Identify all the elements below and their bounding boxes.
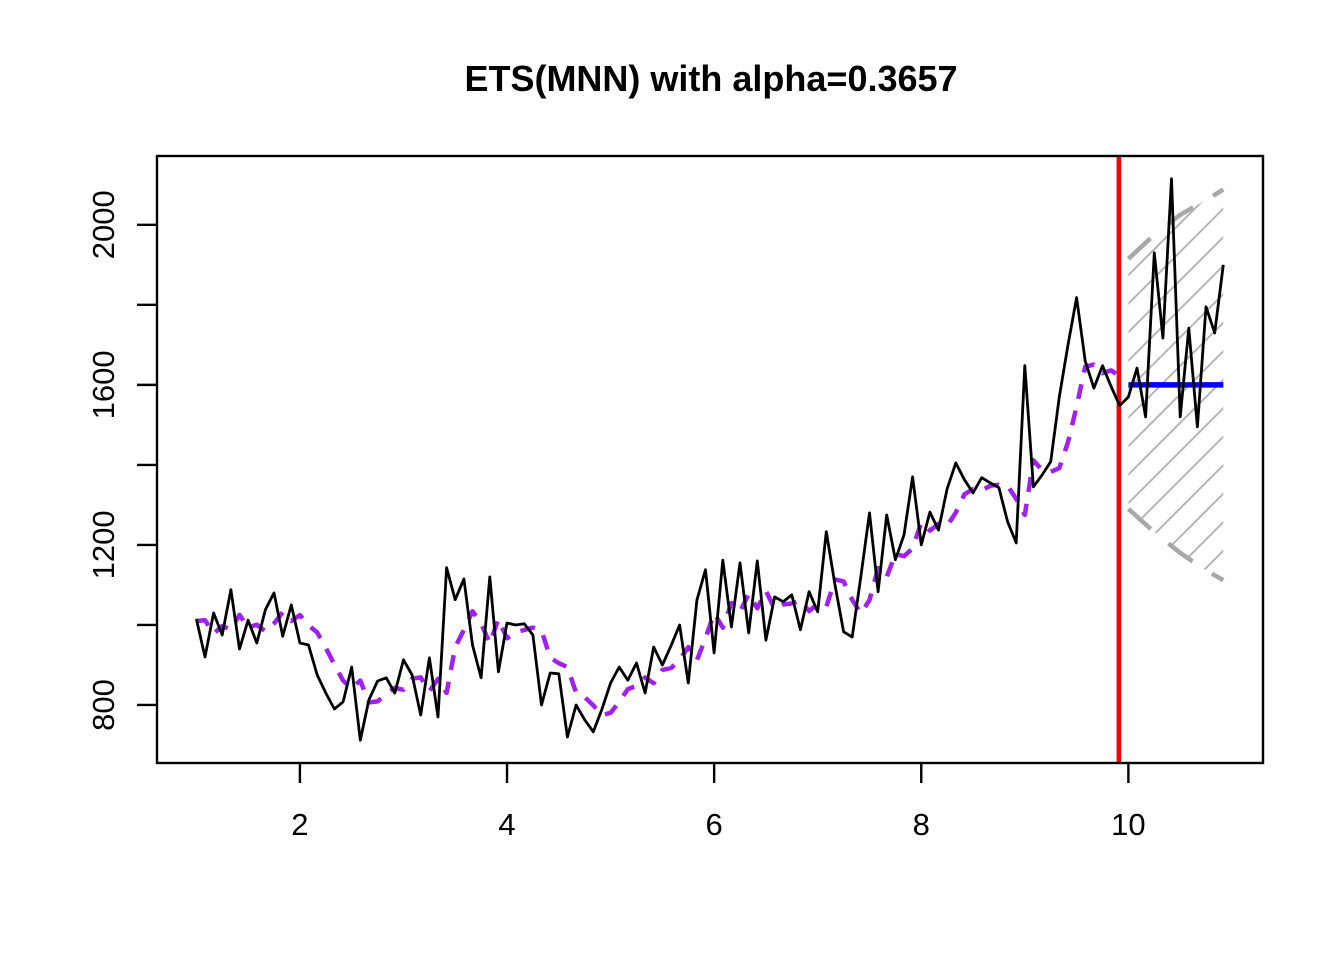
y-tick-label: 1200 — [86, 510, 121, 579]
x-tick-label: 8 — [913, 807, 930, 842]
x-tick-label: 10 — [1111, 807, 1145, 842]
x-tick-label: 4 — [498, 807, 515, 842]
plot-box — [155, 154, 1265, 765]
y-tick-label: 800 — [86, 679, 121, 731]
y-tick-label: 2000 — [86, 190, 121, 259]
chart-layers: 2 4 6 8 10 800 1200 1600 2000 — [86, 154, 1265, 842]
fitted-line — [196, 362, 1121, 718]
y-tick-label: 1600 — [86, 350, 121, 419]
x-tick-label: 6 — [706, 807, 723, 842]
chart-title: ETS(MNN) with alpha=0.3657 — [464, 58, 957, 99]
prediction-interval-lower — [1126, 507, 1225, 583]
observed-series-line — [195, 177, 1225, 742]
x-tick-label: 2 — [291, 807, 308, 842]
prediction-interval-upper — [1126, 187, 1225, 261]
axes: 2 4 6 8 10 800 1200 1600 2000 — [86, 190, 1146, 842]
interval-hatching — [1128, 189, 1224, 581]
